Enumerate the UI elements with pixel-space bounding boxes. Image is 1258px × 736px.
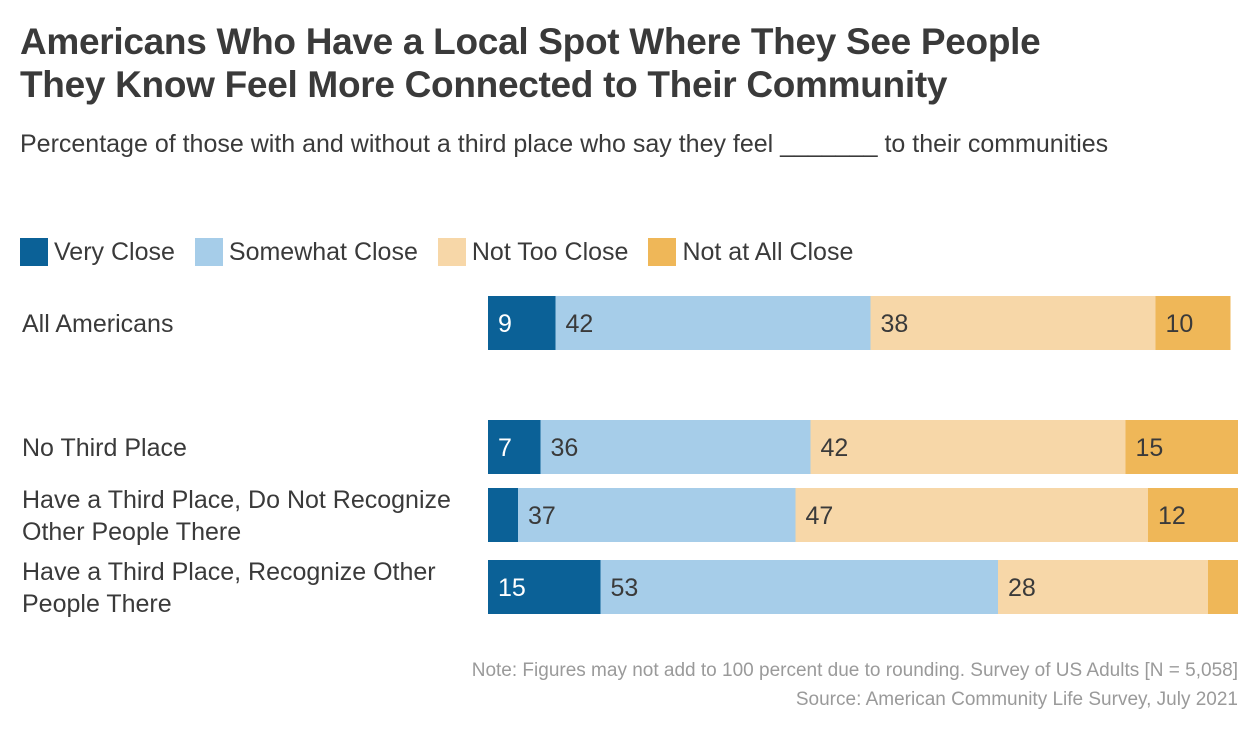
legend: Very Close Somewhat Close Not Too Close … xyxy=(20,236,873,268)
data-label: 37 xyxy=(528,502,556,530)
bar-segment-very-close xyxy=(488,420,541,474)
legend-label-somewhat-close: Somewhat Close xyxy=(228,237,418,266)
data-label: 42 xyxy=(566,310,594,338)
data-label: 15 xyxy=(498,574,526,602)
chart-subtitle: Percentage of those with and without a t… xyxy=(20,130,1109,158)
title-line-2: They Know Feel More Connected to Their C… xyxy=(20,64,948,105)
data-label: 36 xyxy=(551,434,579,462)
data-label: 42 xyxy=(821,434,849,462)
bar-segment-not-too-close xyxy=(998,560,1208,614)
legend-item-not-too-close: Not Too Close xyxy=(437,237,629,267)
bar-segment-not-at-all-close xyxy=(1155,296,1231,350)
chart-footnote: Note: Figures may not add to 100 percent… xyxy=(472,656,1238,714)
bar-segment-not-too-close xyxy=(810,420,1126,474)
chart-title: Americans Who Have a Local Spot Where Th… xyxy=(20,20,1240,106)
bar-segment-somewhat-close xyxy=(555,296,871,350)
bar-segment-not-at-all-close xyxy=(1148,488,1238,542)
category-label: Have a Third Place, Recognize Other Peopl… xyxy=(22,558,436,618)
bar-segment-very-close xyxy=(488,296,556,350)
legend-label-not-too-close: Not Too Close xyxy=(471,237,629,266)
bar-segment-not-at-all-close xyxy=(1125,420,1238,474)
title-line-1: Americans Who Have a Local Spot Where Th… xyxy=(20,21,1041,62)
data-label: 7 xyxy=(498,434,512,462)
bar-segment-not-at-all-close xyxy=(1208,560,1238,614)
data-label: 47 xyxy=(806,502,834,530)
bar-segment-not-too-close xyxy=(870,296,1156,350)
legend-item-very-close: Very Close xyxy=(20,238,175,267)
data-label: 15 xyxy=(1136,434,1164,462)
legend-swatch-somewhat-close xyxy=(194,238,223,266)
legend-label-very-close: Very Close xyxy=(54,237,175,266)
source-text: Source: American Community Life Survey, … xyxy=(795,689,1238,710)
data-label: 9 xyxy=(498,310,512,338)
legend-item-somewhat-close: Somewhat Close xyxy=(194,237,418,267)
note-text: Note: Figures may not add to 100 percent… xyxy=(471,660,1238,681)
data-label: 12 xyxy=(1158,502,1186,530)
data-label: 53 xyxy=(611,574,639,602)
bar-segment-very-close xyxy=(488,560,601,614)
bar-segment-somewhat-close xyxy=(518,488,796,542)
data-label: 28 xyxy=(1008,574,1036,602)
data-label: 10 xyxy=(1166,310,1194,338)
category-label: All Americans xyxy=(22,310,173,338)
bar-segment-somewhat-close xyxy=(600,560,998,614)
bar-segment-very-close xyxy=(488,488,518,542)
legend-swatch-not-at-all-close xyxy=(648,238,677,266)
bar-segment-somewhat-close xyxy=(540,420,811,474)
category-label: Have a Third Place, Do Not Recognize Othe… xyxy=(22,486,451,546)
bar-segment-not-too-close xyxy=(795,488,1148,542)
legend-label-not-at-all-close: Not at All Close xyxy=(682,237,854,266)
data-label: 38 xyxy=(881,310,909,338)
category-label: No Third Place xyxy=(22,434,187,462)
legend-swatch-very-close xyxy=(20,238,48,266)
legend-item-not-at-all-close: Not at All Close xyxy=(648,238,853,267)
legend-swatch-not-too-close xyxy=(437,238,466,266)
